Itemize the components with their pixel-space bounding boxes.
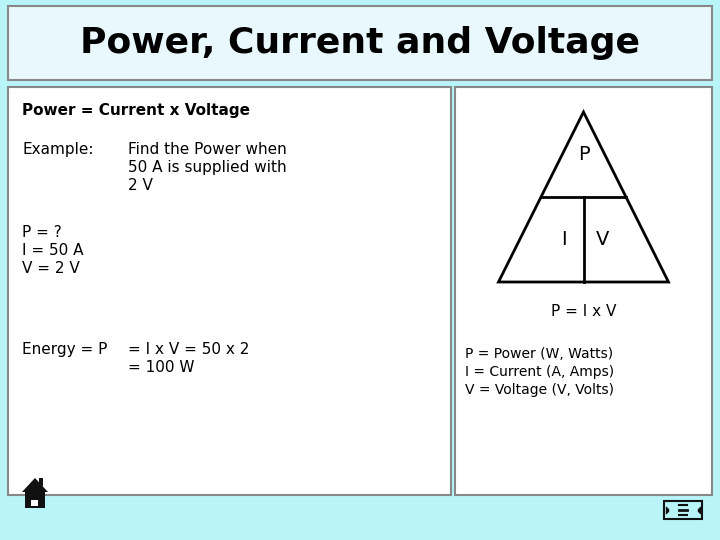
Text: 50 A is supplied with: 50 A is supplied with	[128, 160, 287, 175]
Text: 2 V: 2 V	[128, 178, 153, 193]
Text: V: V	[596, 230, 609, 249]
Bar	[8, 87, 451, 495]
Text: = 100 W: = 100 W	[128, 360, 194, 375]
Bar	[39, 478, 43, 486]
Text: V = Voltage (V, Volts): V = Voltage (V, Volts)	[465, 383, 614, 397]
Text: I = Current (A, Amps): I = Current (A, Amps)	[465, 365, 614, 379]
Bar	[8, 6, 712, 80]
Text: Energy = P: Energy = P	[22, 342, 107, 357]
Bar	[25, 492, 45, 508]
Text: P = I x V: P = I x V	[551, 304, 616, 319]
Text: P = ?: P = ?	[22, 225, 62, 240]
Text: I: I	[562, 230, 567, 249]
Text: P = Power (W, Watts): P = Power (W, Watts)	[465, 347, 613, 361]
Text: Power = Current x Voltage: Power = Current x Voltage	[22, 103, 250, 118]
Text: V = 2 V: V = 2 V	[22, 261, 80, 276]
Polygon shape	[22, 478, 48, 492]
Bar	[31, 500, 38, 506]
Text: = I x V = 50 x 2: = I x V = 50 x 2	[128, 342, 249, 357]
Text: I = 50 A: I = 50 A	[22, 243, 84, 258]
Text: Find the Power when: Find the Power when	[128, 142, 287, 157]
Text: P: P	[577, 145, 589, 164]
Text: Example:: Example:	[22, 142, 94, 157]
Bar	[455, 87, 712, 495]
Text: Power, Current and Voltage: Power, Current and Voltage	[80, 26, 640, 60]
Bar	[664, 501, 702, 519]
